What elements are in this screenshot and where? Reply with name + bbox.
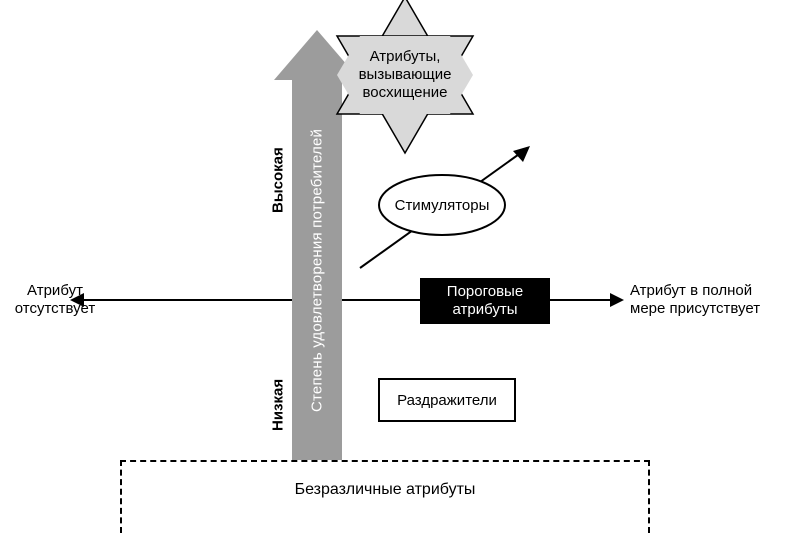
irritants-text: Раздражители xyxy=(397,392,497,409)
high-side-text: Высокая xyxy=(270,147,287,213)
indifferent-attributes-text: Безразличные атрибуты xyxy=(295,481,476,498)
diagram-stage: Атрибуты, вызывающие восхищение Стимулят… xyxy=(0,0,790,533)
admiration-star xyxy=(337,0,473,153)
stimulators-text: Стимуляторы xyxy=(395,197,490,214)
indifferent-attributes-label: Безразличные атрибуты xyxy=(120,480,650,499)
axis-left-label: Атрибут отсутствует xyxy=(0,282,110,318)
diagram-svg xyxy=(0,0,790,533)
threshold-attributes-text: Пороговые атрибуты xyxy=(420,283,550,319)
vertical-arrow-axis-label: Степень удовлетворения потребителей xyxy=(300,110,334,430)
threshold-attributes-box: Пороговые атрибуты xyxy=(420,278,550,324)
irritants-box: Раздражители xyxy=(378,378,516,422)
high-side-label: Высокая xyxy=(268,115,288,245)
axis-left-text: Атрибут отсутствует xyxy=(15,282,95,317)
low-side-label: Низкая xyxy=(268,350,288,460)
vertical-arrow-axis-text: Степень удовлетворения потребителей xyxy=(309,128,326,411)
stimulators-label: Стимуляторы xyxy=(380,190,504,220)
axis-right-label: Атрибут в полной мере присутствует xyxy=(630,282,785,318)
axis-right-text: Атрибут в полной мере присутствует xyxy=(630,282,760,317)
low-side-text: Низкая xyxy=(270,379,287,431)
